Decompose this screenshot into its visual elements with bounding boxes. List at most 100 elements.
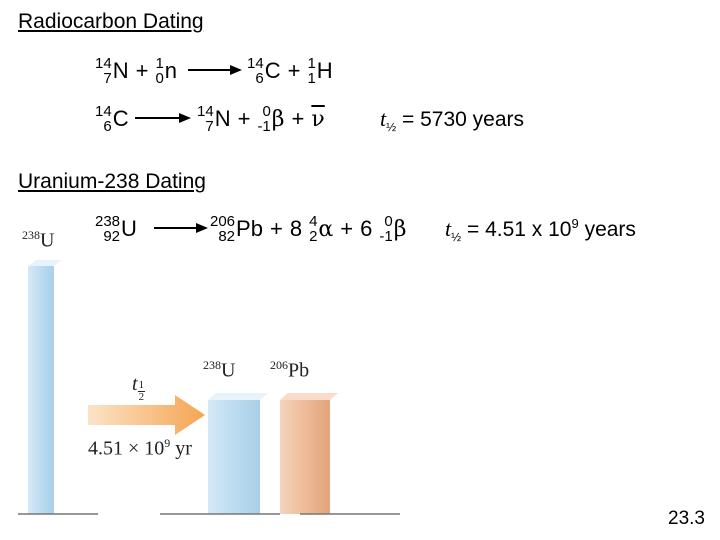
nuclide: 14 6 C bbox=[247, 56, 281, 86]
bar-label: 238U bbox=[22, 228, 54, 253]
token: 6 bbox=[360, 216, 373, 241]
mass-number: 238 bbox=[95, 213, 121, 230]
half-life-symbol: t bbox=[132, 373, 138, 395]
nuclide: 14 7 N bbox=[95, 56, 129, 86]
products: 206 82 Pb +8 4 2 α +6 0 -1 β bbox=[210, 212, 413, 246]
time-unit: yr bbox=[175, 437, 192, 460]
nuclide-scripts: 206 82 bbox=[210, 214, 235, 244]
half-life-text: = 4.51 x 10 bbox=[466, 218, 572, 241]
nuclide-scripts: 0 -1 bbox=[379, 214, 392, 244]
element-symbol: Pb bbox=[236, 216, 263, 241]
mass-number: 0 bbox=[262, 103, 271, 120]
bar-top bbox=[208, 393, 268, 400]
mass-number: 14 bbox=[95, 55, 112, 72]
mass-number: 238 bbox=[203, 358, 221, 372]
nuclide-scripts: 14 6 bbox=[95, 104, 112, 134]
half-life: t½ = 4.51 x 109 years bbox=[445, 216, 636, 244]
element-symbol: N bbox=[112, 58, 129, 83]
element: U bbox=[40, 229, 55, 252]
token: + bbox=[269, 216, 283, 241]
numerator: 1 bbox=[137, 379, 146, 392]
atomic-number: -1 bbox=[257, 118, 271, 135]
slide-number: 23.3 bbox=[668, 508, 705, 529]
mass-number: 206 bbox=[270, 358, 288, 372]
reactants: 14 6 C bbox=[95, 102, 136, 136]
nuclide: 14 6 C bbox=[95, 104, 129, 134]
element-symbol: α bbox=[318, 216, 334, 242]
reaction-arrow bbox=[154, 223, 208, 233]
atomic-number: 6 bbox=[103, 118, 112, 135]
token: + bbox=[340, 216, 354, 241]
half-life-unit: years bbox=[584, 218, 636, 241]
atomic-number: 92 bbox=[103, 228, 121, 245]
mass-number: 4 bbox=[309, 213, 318, 230]
mass-number: 0 bbox=[384, 213, 393, 230]
reactants: 238 92 U bbox=[95, 212, 144, 246]
bar-label: 238U bbox=[203, 358, 235, 383]
nuclide: 0 -1 β bbox=[257, 104, 284, 134]
nuclide-scripts: 14 6 bbox=[247, 56, 264, 86]
mass-number: 1 bbox=[155, 55, 164, 72]
token: ν bbox=[311, 106, 325, 132]
nuclide: 206 82 Pb bbox=[210, 214, 263, 244]
atomic-number: 7 bbox=[103, 70, 112, 87]
bar-label: 206Pb bbox=[270, 358, 309, 383]
nuclide-scripts: 14 7 bbox=[197, 104, 214, 134]
arrow-label: t 1 2 bbox=[132, 366, 146, 403]
denominator: 2 bbox=[138, 391, 145, 403]
time-text: 4.51 × 10 bbox=[88, 437, 165, 460]
element-symbol: n bbox=[164, 58, 178, 83]
nuclide-scripts: 14 7 bbox=[95, 56, 112, 86]
half-life-text: = 5730 years bbox=[401, 108, 524, 131]
half-life-exponent: 9 bbox=[571, 216, 579, 231]
atomic-number: 1 bbox=[307, 70, 316, 87]
mass-number: 14 bbox=[197, 103, 214, 120]
time-label: 4.51 × 109 yr bbox=[88, 436, 192, 461]
mass-number: 238 bbox=[22, 228, 40, 242]
atomic-number: 82 bbox=[218, 228, 236, 245]
time-arrow bbox=[88, 395, 205, 435]
fraction: 1 2 bbox=[137, 379, 146, 403]
bar bbox=[28, 266, 54, 514]
nuclide: 0 -1 β bbox=[379, 214, 406, 244]
reaction-arrow bbox=[188, 65, 242, 75]
token: + bbox=[237, 106, 251, 131]
mass-number: 14 bbox=[247, 55, 264, 72]
half-life-subscript: ½ bbox=[386, 120, 397, 135]
decay-figure bbox=[18, 260, 400, 515]
half-life-symbol: t bbox=[445, 216, 452, 241]
half-life-subscript: ½ bbox=[451, 230, 462, 245]
atomic-number: 6 bbox=[255, 70, 264, 87]
nuclide-scripts: 0 -1 bbox=[257, 104, 270, 134]
element: U bbox=[221, 359, 236, 382]
bar-top bbox=[280, 393, 338, 400]
element-symbol: H bbox=[316, 58, 333, 83]
section-title: Uranium-238 Dating bbox=[18, 170, 206, 193]
nuclide: 238 92 U bbox=[95, 214, 137, 244]
nuclide: 14 7 N bbox=[197, 104, 231, 134]
half-life: t½ = 5730 years bbox=[380, 106, 524, 134]
reaction-arrow bbox=[135, 113, 191, 123]
reactants: 14 7 N +1 0 n bbox=[95, 54, 184, 88]
element-symbol: C bbox=[112, 106, 129, 131]
atomic-number: -1 bbox=[379, 228, 393, 245]
mass-number: 206 bbox=[210, 213, 236, 230]
products: 14 7 N +0 -1 β + ν bbox=[197, 102, 332, 136]
half-life-symbol: t bbox=[380, 106, 387, 131]
mass-number: 14 bbox=[95, 103, 112, 120]
token: + bbox=[287, 58, 301, 83]
nuclide-scripts: 238 92 bbox=[95, 214, 120, 244]
element-symbol: β bbox=[393, 216, 407, 242]
atomic-number: 7 bbox=[205, 118, 214, 135]
bar bbox=[208, 400, 260, 514]
token: 8 bbox=[289, 216, 303, 241]
time-exponent: 9 bbox=[164, 436, 171, 450]
mass-number: 1 bbox=[307, 55, 316, 72]
token: + bbox=[135, 58, 149, 83]
